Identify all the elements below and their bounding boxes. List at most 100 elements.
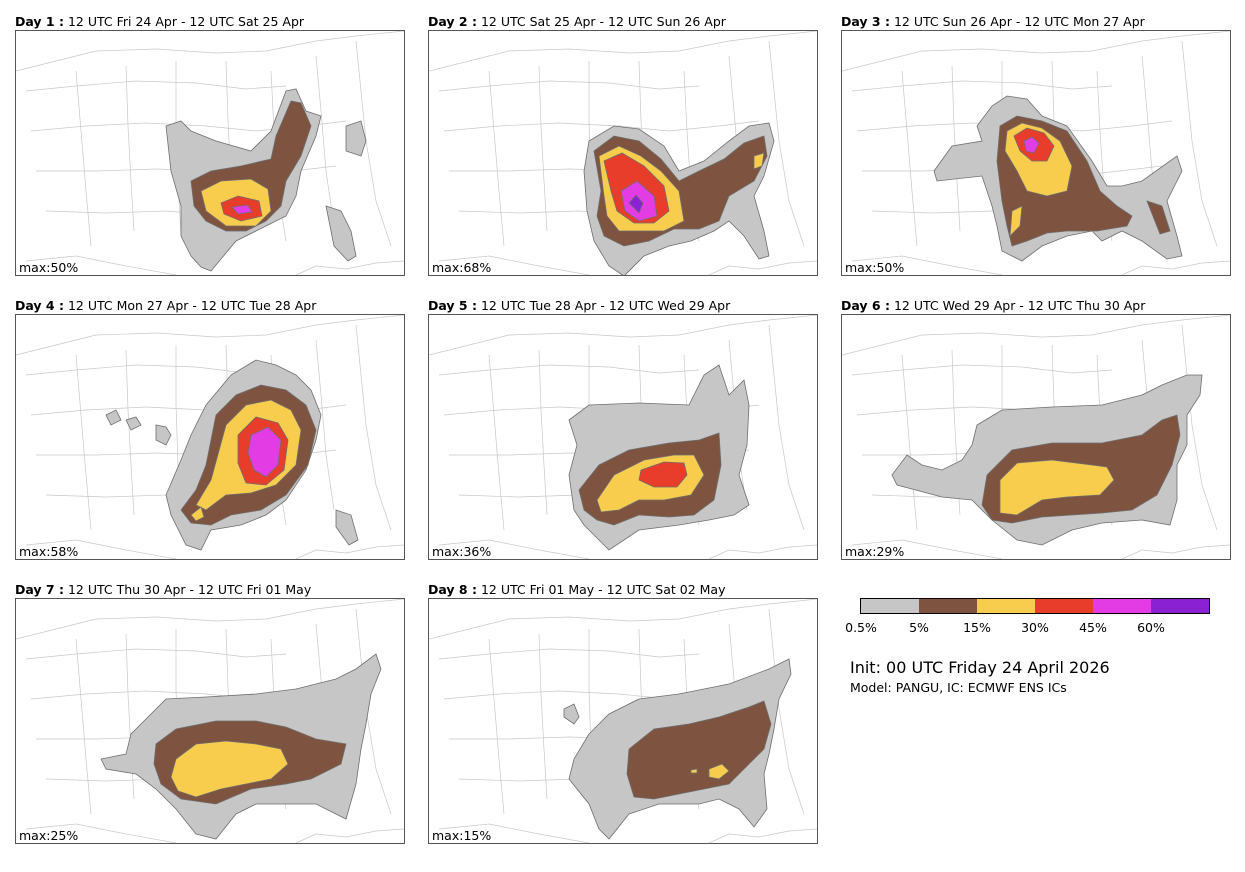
map-panel-day-1: Day 1 : 12 UTC Fri 24 Apr - 12 UTC Sat 2… — [15, 14, 405, 276]
basemap-line — [438, 364, 700, 376]
probability-map-day-4 — [16, 315, 404, 559]
basemap-line — [429, 31, 817, 72]
max-label: max:68% — [432, 260, 492, 275]
basemap-line — [851, 364, 1113, 376]
basemap-line — [25, 648, 287, 660]
init-time-label: Init: 00 UTC Friday 24 April 2026 — [850, 658, 1110, 677]
basemap-line — [438, 539, 590, 559]
basemap-line — [438, 648, 700, 660]
basemap-line — [708, 544, 817, 559]
probability-map-day-2 — [429, 31, 817, 275]
max-label: max:58% — [19, 544, 79, 559]
panel-title: Day 7 : 12 UTC Thu 30 Apr - 12 UTC Fri 0… — [15, 582, 312, 597]
max-label: max:50% — [19, 260, 79, 275]
basemap-line — [315, 339, 335, 511]
colorbar-tick: 45% — [1079, 620, 1107, 635]
basemap-line — [538, 349, 548, 516]
basemap-line — [355, 324, 392, 531]
panel-title: Day 1 : 12 UTC Fri 24 Apr - 12 UTC Sat 2… — [15, 14, 305, 29]
contour-60pct — [628, 194, 644, 214]
max-label: max:36% — [432, 544, 492, 559]
basemap-line — [25, 255, 177, 275]
basemap-line — [488, 638, 505, 815]
colorbar-bin-2 — [919, 599, 977, 613]
probability-map-day-1 — [16, 31, 404, 275]
basemap-line — [901, 354, 918, 531]
contour-5pct — [626, 700, 772, 800]
basemap-line — [488, 70, 505, 247]
basemap-line — [851, 255, 1003, 275]
basemap-line — [1181, 40, 1218, 247]
model-label: Model: PANGU, IC: ECMWF ENS ICs — [850, 680, 1067, 695]
contour-45pct — [231, 204, 253, 215]
colorbar-bin-5 — [1093, 599, 1151, 613]
contour-45pct — [247, 426, 282, 478]
probability-map-day-6 — [842, 315, 1230, 559]
basemap-line — [125, 349, 135, 516]
map-frame: max:29% — [841, 314, 1231, 560]
panel-title: Day 6 : 12 UTC Wed 29 Apr - 12 UTC Thu 3… — [841, 298, 1146, 313]
basemap-line — [901, 70, 918, 247]
basemap-line — [75, 70, 92, 247]
basemap-line — [75, 354, 92, 531]
colorbar-bin-3 — [977, 599, 1035, 613]
panel-title: Day 3 : 12 UTC Sun 26 Apr - 12 UTC Mon 2… — [841, 14, 1145, 29]
probability-map-day-8 — [429, 599, 817, 843]
basemap-line — [429, 315, 817, 356]
contour-15pct — [690, 763, 730, 780]
basemap-line — [75, 638, 92, 815]
colorbar-tick: 0.5% — [845, 620, 877, 635]
basemap-line — [295, 544, 404, 559]
map-panel-day-3: Day 3 : 12 UTC Sun 26 Apr - 12 UTC Mon 2… — [841, 14, 1231, 276]
map-panel-day-6: Day 6 : 12 UTC Wed 29 Apr - 12 UTC Thu 3… — [841, 298, 1231, 560]
basemap-line — [25, 539, 177, 559]
panel-title: Day 8 : 12 UTC Fri 01 May - 12 UTC Sat 0… — [428, 582, 726, 597]
basemap-line — [443, 120, 760, 132]
basemap-line — [538, 65, 548, 232]
contour-45pct — [1023, 136, 1040, 154]
map-frame: max:50% — [15, 30, 405, 276]
basemap-line — [16, 599, 404, 640]
map-frame: max:50% — [841, 30, 1231, 276]
basemap-line — [1121, 260, 1230, 275]
probability-map-day-5 — [429, 315, 817, 559]
basemap-line — [295, 260, 404, 275]
basemap-line — [25, 823, 177, 843]
map-frame: max:58% — [15, 314, 405, 560]
max-label: max:15% — [432, 828, 492, 843]
basemap-line — [438, 255, 590, 275]
max-label: max:29% — [845, 544, 905, 559]
basemap-line — [488, 354, 505, 531]
basemap-line — [851, 80, 1113, 92]
panel-title: Day 5 : 12 UTC Tue 28 Apr - 12 UTC Wed 2… — [428, 298, 731, 313]
basemap-line — [125, 65, 135, 232]
basemap-line — [125, 633, 135, 800]
map-panel-day-7: Day 7 : 12 UTC Thu 30 Apr - 12 UTC Fri 0… — [15, 582, 405, 844]
max-label: max:25% — [19, 828, 79, 843]
contour-15pct — [170, 740, 289, 798]
probability-map-day-7 — [16, 599, 404, 843]
contour-30pct — [638, 461, 688, 488]
legend: 0.5% 5% 15% 30% 45% 60% Init: 00 UTC Fri… — [845, 598, 1225, 718]
basemap-line — [438, 823, 590, 843]
map-panel-day-2: Day 2 : 12 UTC Sat 25 Apr - 12 UTC Sun 2… — [428, 14, 818, 276]
basemap-line — [708, 828, 817, 843]
colorbar-tick: 15% — [963, 620, 991, 635]
colorbar-bin-6 — [1151, 599, 1209, 613]
basemap-line — [842, 31, 1230, 72]
contour-15pct — [999, 459, 1115, 516]
max-label: max:50% — [845, 260, 905, 275]
colorbar-tick: 30% — [1021, 620, 1049, 635]
basemap-line — [16, 31, 404, 72]
basemap-line — [16, 315, 404, 356]
colorbar — [860, 598, 1210, 614]
basemap-line — [25, 80, 287, 92]
basemap-line — [768, 324, 805, 531]
panel-title: Day 2 : 12 UTC Sat 25 Apr - 12 UTC Sun 2… — [428, 14, 726, 29]
basemap-line — [842, 315, 1230, 356]
basemap-line — [768, 608, 805, 815]
map-frame: max:68% — [428, 30, 818, 276]
map-frame: max:25% — [15, 598, 405, 844]
basemap-line — [708, 260, 817, 275]
panel-title: Day 4 : 12 UTC Mon 27 Apr - 12 UTC Tue 2… — [15, 298, 317, 313]
